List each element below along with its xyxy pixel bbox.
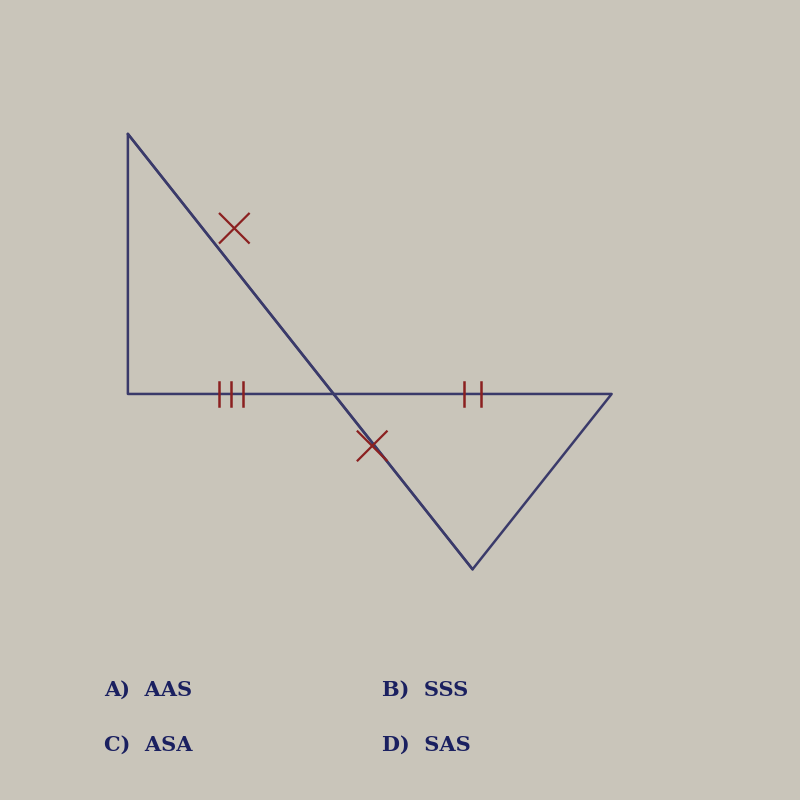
- Text: A)  AAS: A) AAS: [104, 680, 192, 700]
- Text: D)  SAS: D) SAS: [382, 734, 470, 754]
- Text: C)  ASA: C) ASA: [104, 734, 192, 754]
- Text: B)  SSS: B) SSS: [382, 680, 468, 700]
